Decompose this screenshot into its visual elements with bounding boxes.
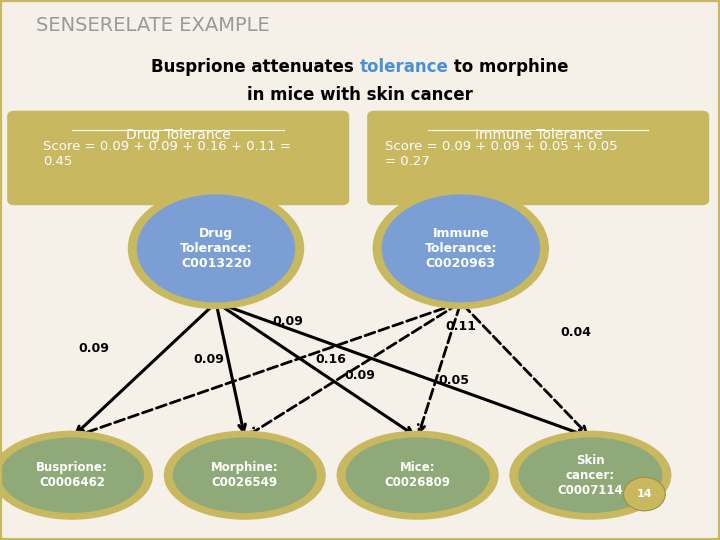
- Text: 0.09: 0.09: [78, 342, 109, 355]
- FancyBboxPatch shape: [7, 111, 349, 205]
- Ellipse shape: [173, 437, 317, 513]
- Text: SENSERELATE EXAMPLE: SENSERELATE EXAMPLE: [36, 16, 270, 35]
- Ellipse shape: [382, 194, 540, 302]
- Text: Morphine:
C0026549: Morphine: C0026549: [211, 461, 279, 489]
- Ellipse shape: [373, 187, 549, 309]
- Text: Drug
Tolerance:
C0013220: Drug Tolerance: C0013220: [180, 227, 252, 270]
- Text: Skin
cancer:
C0007114: Skin cancer: C0007114: [557, 454, 624, 497]
- Text: Mice:
C0026809: Mice: C0026809: [384, 461, 451, 489]
- Text: Immune Tolerance: Immune Tolerance: [474, 128, 603, 142]
- Ellipse shape: [336, 431, 498, 519]
- Text: tolerance: tolerance: [359, 58, 449, 77]
- FancyBboxPatch shape: [367, 111, 709, 205]
- Text: Busprione:
C0006462: Busprione: C0006462: [36, 461, 108, 489]
- Text: 0.16: 0.16: [316, 353, 346, 366]
- Text: 0.09: 0.09: [273, 315, 303, 328]
- Ellipse shape: [164, 431, 325, 519]
- Ellipse shape: [510, 431, 671, 519]
- Ellipse shape: [346, 437, 490, 513]
- Text: 14: 14: [636, 489, 652, 499]
- Text: 0.09: 0.09: [194, 353, 224, 366]
- Ellipse shape: [0, 437, 144, 513]
- Ellipse shape: [518, 437, 662, 513]
- Text: 0.05: 0.05: [438, 374, 469, 387]
- Text: Drug Tolerance: Drug Tolerance: [126, 128, 231, 142]
- Ellipse shape: [128, 187, 304, 309]
- Text: to morphine: to morphine: [449, 58, 569, 77]
- Text: Immune
Tolerance:
C0020963: Immune Tolerance: C0020963: [425, 227, 497, 270]
- Ellipse shape: [137, 194, 295, 302]
- Text: 0.11: 0.11: [445, 320, 477, 333]
- Text: Busprione attenuates: Busprione attenuates: [151, 58, 359, 77]
- Text: Score = 0.09 + 0.09 + 0.16 + 0.11 =
0.45: Score = 0.09 + 0.09 + 0.16 + 0.11 = 0.45: [43, 140, 291, 168]
- Ellipse shape: [0, 431, 153, 519]
- Text: Score = 0.09 + 0.09 + 0.05 + 0.05
= 0.27: Score = 0.09 + 0.09 + 0.05 + 0.05 = 0.27: [385, 140, 618, 168]
- Text: in mice with skin cancer: in mice with skin cancer: [247, 85, 473, 104]
- Text: 0.09: 0.09: [345, 369, 375, 382]
- Ellipse shape: [624, 477, 665, 511]
- Text: 0.04: 0.04: [560, 326, 592, 339]
